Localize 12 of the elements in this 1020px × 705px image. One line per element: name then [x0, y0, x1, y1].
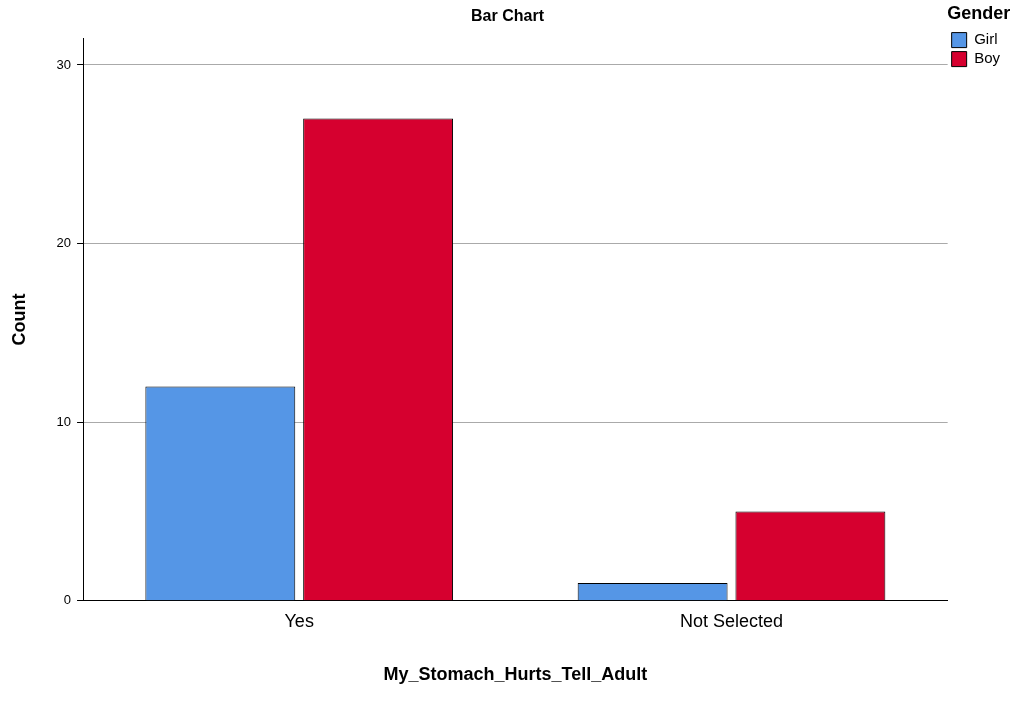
x-tick-label: Yes — [284, 610, 314, 631]
y-tick-label: 30 — [56, 56, 72, 72]
y-tick-label: 10 — [56, 413, 72, 429]
y-axis-title: Count — [8, 293, 29, 346]
x-axis-title: My_Stomach_Hurts_Tell_Adult — [383, 664, 648, 685]
chart-title: Bar Chart — [471, 7, 545, 25]
x-tick-label: Not Selected — [679, 610, 784, 631]
legend-label: Girl — [974, 30, 998, 48]
y-tick-label: 0 — [63, 592, 72, 608]
legend-title: Gender — [947, 2, 1011, 23]
y-tick-label: 20 — [56, 235, 72, 251]
legend-label: Boy — [974, 49, 1001, 67]
